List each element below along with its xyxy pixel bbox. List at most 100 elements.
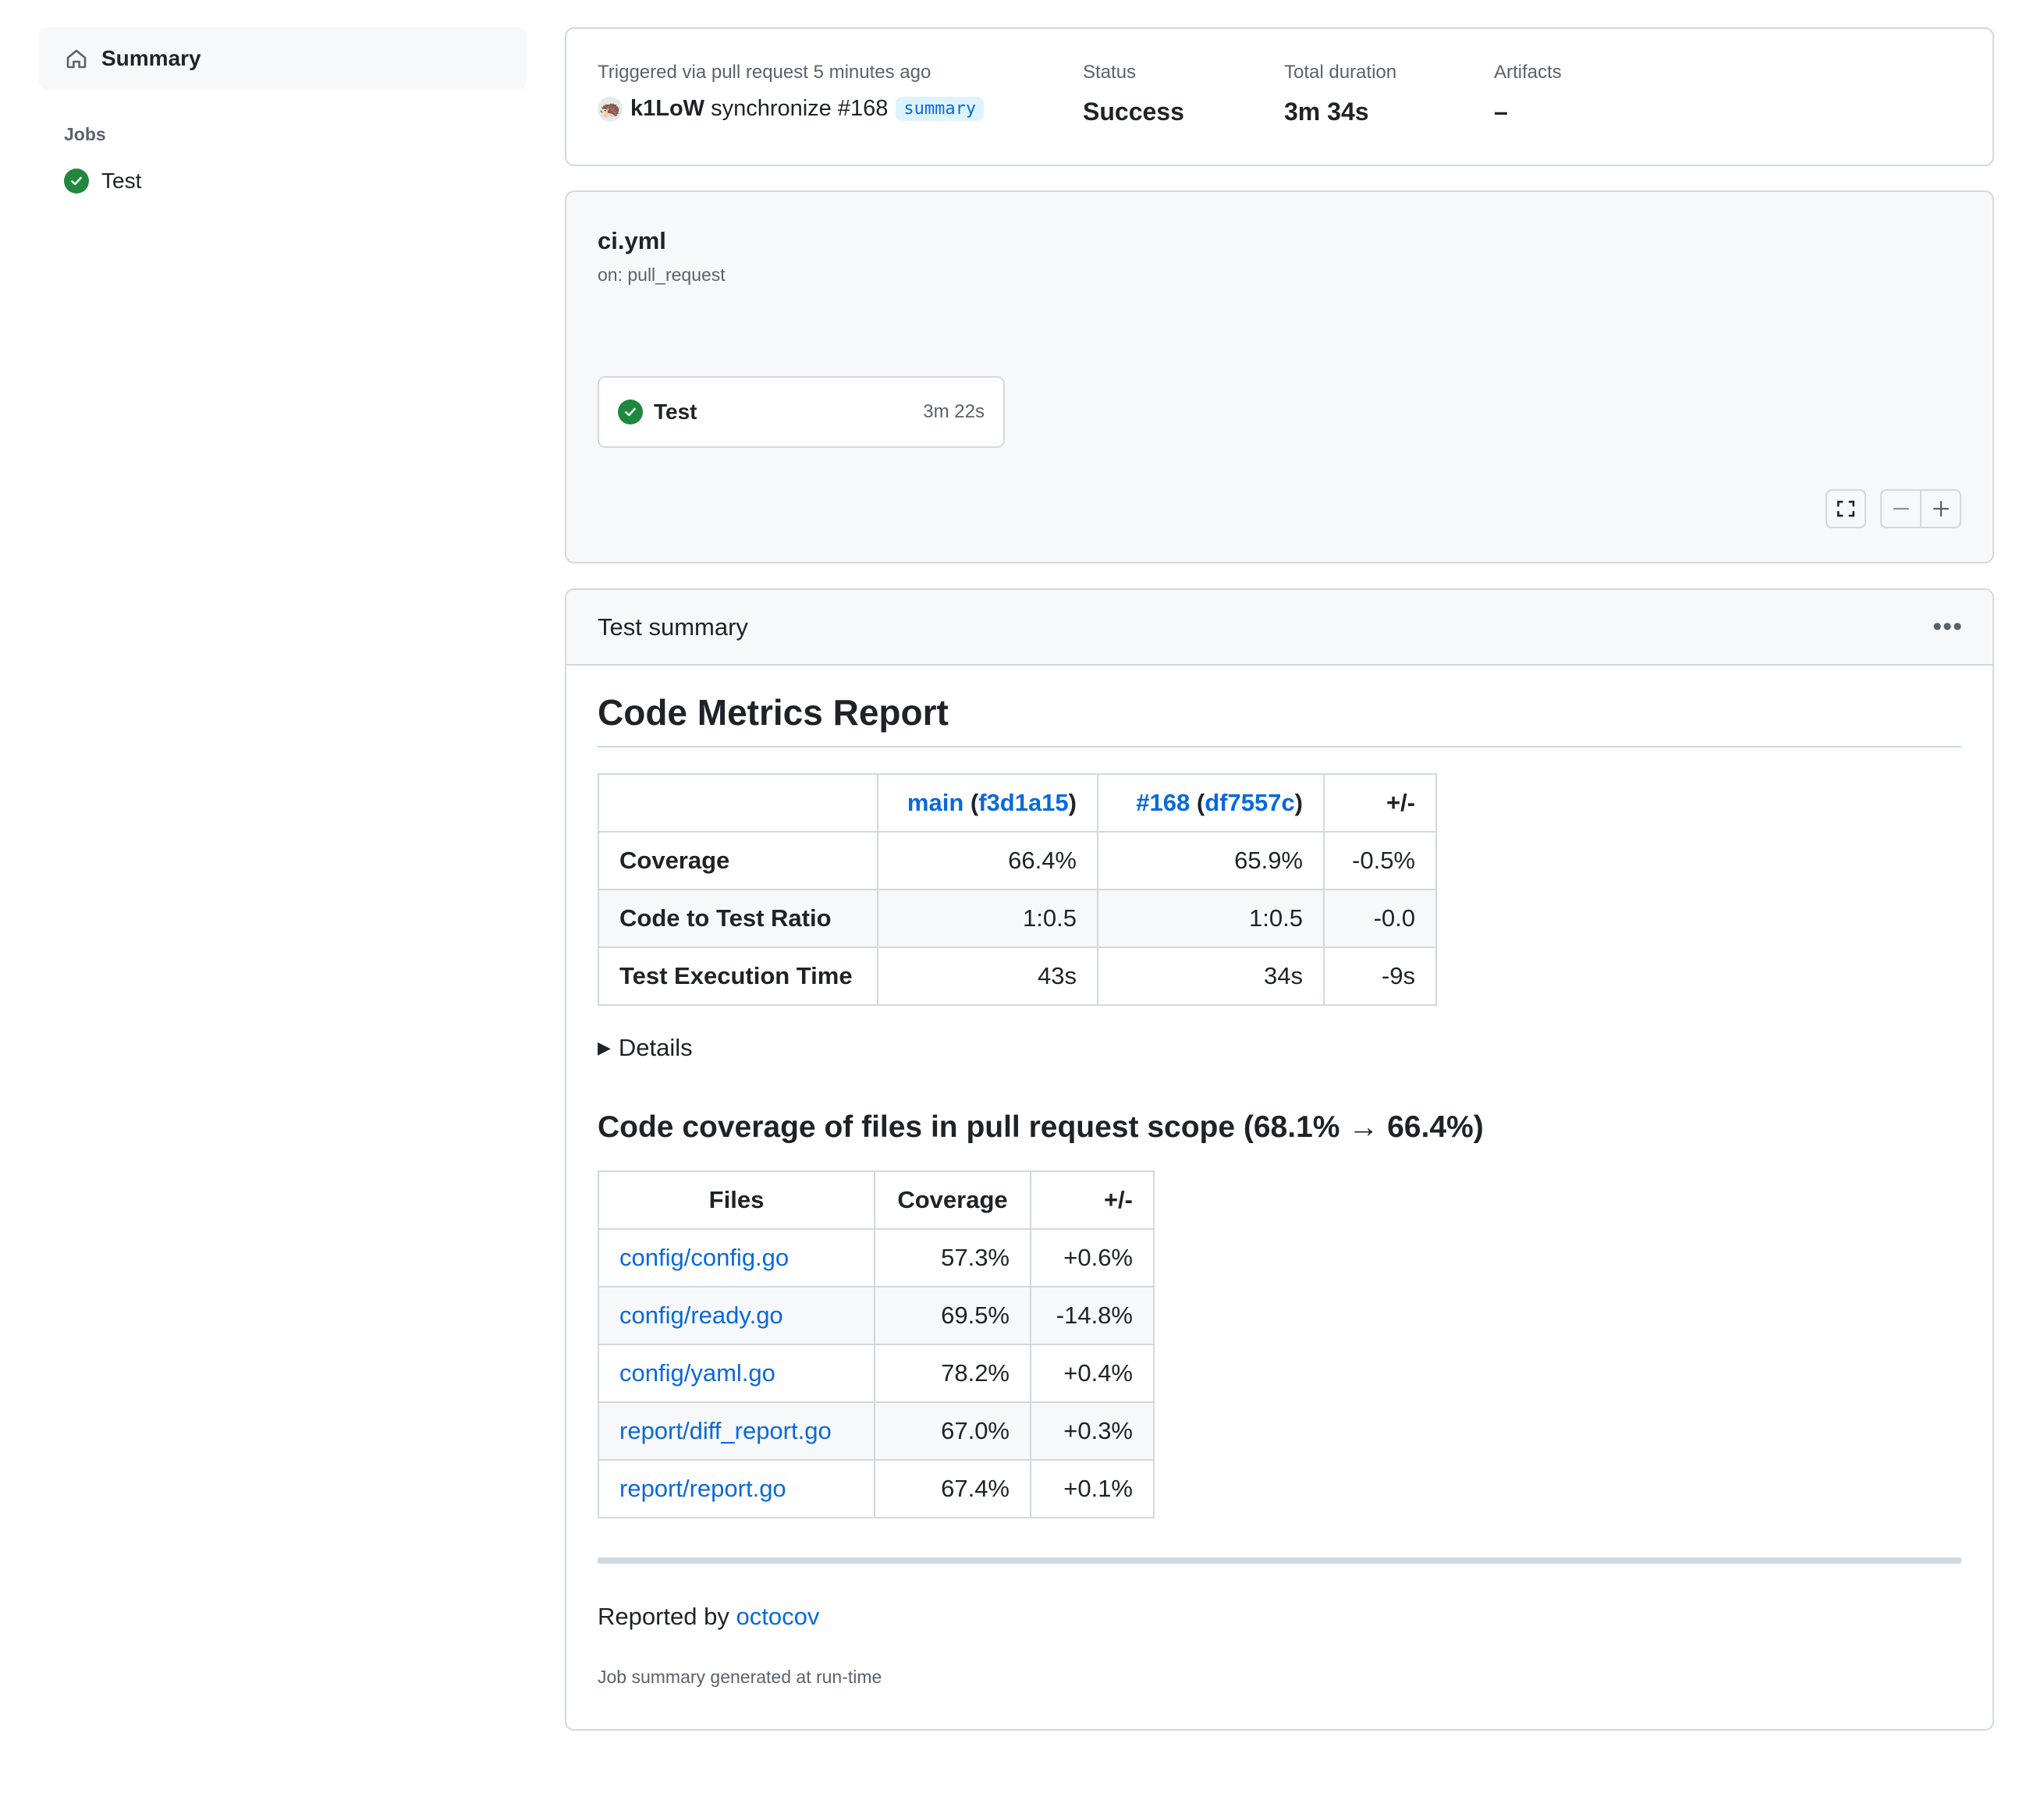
avatar[interactable]: 🦔 (598, 96, 623, 122)
files-header-file: Files (598, 1170, 875, 1230)
file-link[interactable]: report/report.go (619, 1475, 786, 1502)
files-coverage-title: Code coverage of files in pull request s… (598, 1110, 1484, 1144)
fullscreen-button[interactable] (1826, 489, 1866, 528)
kebab-icon[interactable]: ••• (1932, 612, 1963, 641)
test-summary-card: Test summary ••• Code Metrics Report mai… (565, 588, 1994, 1731)
status-label: Status (1083, 62, 1137, 83)
home-icon (66, 49, 87, 69)
sidebar: Summary Jobs Test (39, 27, 527, 194)
status-value: Success (1083, 98, 1184, 126)
table-row: report/report.go 67.4% +0.1% (598, 1459, 1155, 1518)
sidebar-jobs-heading: Jobs (64, 124, 106, 144)
table-row: Files Coverage +/- (598, 1170, 1155, 1230)
file-cell: config/ready.go (598, 1286, 875, 1345)
file-diff: -14.8% (1030, 1286, 1155, 1345)
duration-label: Total duration (1284, 62, 1397, 83)
file-cell: config/yaml.go (598, 1344, 875, 1403)
branch-tag[interactable]: summary (896, 97, 985, 121)
zoom-in-icon (1932, 500, 1949, 517)
job-node-duration: 3m 22s (923, 401, 985, 422)
metric-label: Test Execution Time (598, 946, 878, 1006)
metric-diff: -9s (1323, 946, 1437, 1006)
actor-link[interactable]: k1LoW (630, 96, 705, 121)
disclosure-triangle-icon: ▶ (598, 1038, 611, 1057)
octocov-link[interactable]: octocov (736, 1603, 820, 1630)
run-trigger: Triggered via pull request 5 minutes ago… (598, 62, 985, 122)
details-toggle[interactable]: ▶ Details (598, 1034, 1961, 1062)
files-coverage-table: Files Coverage +/- config/config.go 57.3… (598, 1170, 1155, 1518)
duration-value: 3m 34s (1284, 98, 1369, 126)
workflow-graph-card: ci.yml on: pull_request Test 3m 22s (565, 190, 1994, 563)
sidebar-item-job-test[interactable]: Test (39, 169, 527, 194)
metric-label: Code to Test Ratio (598, 889, 878, 948)
file-coverage: 67.4% (874, 1459, 1031, 1518)
metric-head: 34s (1097, 946, 1325, 1006)
report-title: Code Metrics Report (598, 691, 1961, 748)
details-label: Details (618, 1034, 693, 1061)
metric-diff: -0.5% (1323, 831, 1437, 890)
graph-zoom-controls (1826, 489, 1961, 528)
table-row: main (f3d1a15) #168 (df7557c) +/- (598, 773, 1437, 833)
workflow-trigger: on: pull_request (598, 265, 726, 285)
files-header-coverage: Coverage (874, 1170, 1031, 1230)
metrics-header-head: #168 (df7557c) (1097, 773, 1325, 833)
metrics-header-diff: +/- (1323, 773, 1437, 833)
table-row: config/yaml.go 78.2% +0.4% (598, 1344, 1155, 1403)
summary-title: Test summary (598, 613, 748, 641)
job-node-test[interactable]: Test 3m 22s (598, 376, 1005, 448)
metrics-header-base: main (f3d1a15) (877, 773, 1098, 833)
file-cell: report/diff_report.go (598, 1401, 875, 1461)
trigger-text: Triggered via pull request 5 minutes ago (598, 62, 932, 83)
event-text: synchronize #168 (711, 96, 889, 121)
file-link[interactable]: report/diff_report.go (619, 1417, 832, 1444)
file-diff: +0.4% (1030, 1344, 1155, 1403)
zoom-out-icon (1893, 507, 1909, 510)
run-artifacts: Artifacts – (1494, 62, 1562, 126)
metric-base: 66.4% (877, 831, 1098, 890)
sidebar-item-summary[interactable]: Summary (39, 27, 527, 90)
reported-by-prefix: Reported by (598, 1603, 736, 1630)
zoom-out-button[interactable] (1880, 489, 1921, 528)
head-sha-link[interactable]: df7557c (1205, 789, 1295, 816)
summary-body: Code Metrics Report main (f3d1a15) #168 … (566, 691, 1993, 1688)
file-diff: +0.6% (1030, 1228, 1155, 1287)
head-ref-link[interactable]: #168 (1136, 789, 1191, 816)
file-coverage: 78.2% (874, 1344, 1031, 1403)
file-coverage: 67.0% (874, 1401, 1031, 1461)
fullscreen-icon (1836, 500, 1855, 517)
base-sha-link[interactable]: f3d1a15 (978, 789, 1069, 816)
file-cell: report/report.go (598, 1459, 875, 1518)
metric-head: 65.9% (1097, 831, 1325, 890)
file-diff: +0.3% (1030, 1401, 1155, 1461)
files-header-diff: +/- (1030, 1170, 1155, 1230)
file-coverage: 69.5% (874, 1286, 1031, 1345)
run-duration: Total duration 3m 34s (1284, 62, 1396, 126)
base-ref-link[interactable]: main (907, 789, 964, 816)
file-link[interactable]: config/yaml.go (619, 1359, 775, 1387)
check-circle-icon (64, 169, 89, 194)
run-actor-line: 🦔 k1LoW synchronize #168 summary (598, 96, 985, 122)
metric-base: 43s (877, 946, 1098, 1006)
file-diff: +0.1% (1030, 1459, 1155, 1518)
workflow-file-name: ci.yml (598, 227, 666, 254)
file-link[interactable]: config/config.go (619, 1244, 790, 1271)
file-coverage: 57.3% (874, 1228, 1031, 1287)
file-link[interactable]: config/ready.go (619, 1302, 783, 1329)
summary-header: Test summary ••• (566, 590, 1993, 666)
run-status: Status Success (1083, 62, 1184, 126)
table-row: Code to Test Ratio 1:0.5 1:0.5 -0.0 (598, 889, 1437, 948)
job-node-name: Test (654, 400, 697, 424)
table-row: Test Execution Time 43s 34s -9s (598, 946, 1437, 1006)
reported-by: Reported by octocov (598, 1603, 1961, 1631)
metric-diff: -0.0 (1323, 889, 1437, 948)
table-row: report/diff_report.go 67.0% +0.3% (598, 1401, 1155, 1461)
sidebar-job-label: Test (101, 169, 142, 193)
table-row: config/config.go 57.3% +0.6% (598, 1228, 1155, 1287)
file-cell: config/config.go (598, 1228, 875, 1287)
run-info-card: Triggered via pull request 5 minutes ago… (565, 27, 1994, 166)
metric-base: 1:0.5 (877, 889, 1098, 948)
metrics-header-empty (598, 773, 878, 833)
metric-head: 1:0.5 (1097, 889, 1325, 948)
table-row: config/ready.go 69.5% -14.8% (598, 1286, 1155, 1345)
zoom-in-button[interactable] (1921, 489, 1961, 528)
